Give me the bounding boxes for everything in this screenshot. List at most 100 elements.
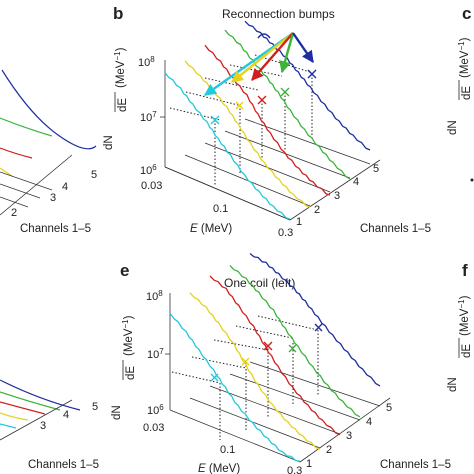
series-line-channel-2 (189, 292, 321, 450)
left-panel-fragment-bottom: 4 3 5 Channels 1–5 (0, 379, 99, 471)
channel-tick-1: 1 (306, 458, 312, 470)
y-axis-label-denominator: dE (117, 98, 129, 112)
fragment-channel-tick: 2 (11, 207, 17, 219)
channel-baseline (249, 361, 381, 407)
y-axis-label: dN (103, 135, 115, 150)
y-axis-label: dN (447, 377, 459, 392)
fragment-curve-ch5 (0, 379, 81, 411)
channel-axis-line (289, 159, 381, 221)
series-line-channel-5 (244, 20, 371, 151)
fragment-channel-line (0, 183, 41, 199)
energy-axis-line (164, 166, 291, 221)
channel-tick-2: 2 (326, 444, 332, 456)
bump-markers-b (210, 69, 317, 125)
bump-marker-ch2 (241, 357, 250, 366)
right-panel-fragment-top: c dN dE (MeV−1) (447, 4, 474, 182)
fragment-curve-ch4 (0, 391, 61, 411)
fragment-curve-ch1 (0, 423, 17, 429)
y-label-dn: dN (103, 135, 115, 150)
arrow-to-ch4 (279, 32, 295, 74)
bump-marker-ch5 (307, 69, 317, 79)
fragment-channel-tick: 3 (40, 420, 46, 432)
channel-baseline (224, 130, 351, 179)
panel-letter-f: f (462, 261, 468, 280)
fragment-channel-tick: 4 (62, 181, 68, 193)
bump-marker-ch4 (288, 344, 297, 353)
channel-tick-5: 5 (386, 402, 392, 414)
right-panel-fragment-bottom: f dN dE (MeV−1) (447, 261, 473, 392)
energy-tick-0-1: 0.1 (213, 203, 228, 215)
y-axis-label-unit: (MeV−1) (457, 37, 471, 78)
y-tick-1e8: 108 (146, 289, 163, 303)
energy-tick-0-03: 0.03 (143, 422, 164, 434)
panel-b: b Reconnection bumps dN dE (MeV−1) 108 1… (103, 4, 431, 239)
energy-tick-0-3: 0.3 (278, 227, 293, 239)
fragment-curve-ch5 (1, 69, 97, 150)
energy-axis-label: E (MeV) (198, 463, 240, 474)
curves-panel-b (164, 20, 371, 220)
fragment-dot (470, 178, 474, 182)
y-axis-label-unit: (MeV−1) (121, 315, 135, 356)
annotation-arrows (204, 32, 314, 96)
channel-baseline (229, 373, 361, 421)
curves-panel-e (169, 252, 381, 462)
bump-marker-ch5 (314, 323, 323, 332)
fragment-curve-ch2 (0, 167, 13, 177)
series-line-channel-3 (204, 44, 331, 196)
y-axis-label-denominator: dE (461, 86, 473, 100)
channel-axis-line (299, 397, 391, 463)
series-line-channel-4 (229, 265, 361, 418)
bump-marker-ch4 (280, 87, 290, 97)
series-line-channel-2 (184, 60, 311, 208)
annotation-reconnection-bumps: Reconnection bumps (222, 7, 335, 21)
bump-marker-ch2 (235, 101, 244, 110)
series-line-channel-3 (209, 275, 341, 436)
y-tick-1e6: 106 (147, 403, 164, 417)
y-tick-1e6: 106 (140, 163, 157, 177)
channel-baseline (169, 409, 301, 463)
channel-tick-4: 4 (353, 176, 359, 188)
panel-letter-e: e (120, 261, 129, 280)
fragment-channel-axis (0, 154, 73, 216)
y-axis-label-unit: (MeV−1) (113, 47, 127, 88)
fragment-channel-tick: 5 (92, 401, 98, 413)
annotation-one-coil-left: One coil (left) (224, 276, 295, 290)
channel-tick-2: 2 (314, 204, 320, 216)
channel-baseline (209, 385, 341, 435)
bracket-mark (257, 33, 271, 39)
bump-marker-ch3 (263, 341, 273, 351)
dotted-guides (171, 315, 319, 440)
arrow-to-ch5 (292, 32, 314, 63)
y-axis-label-denominator: dE (125, 366, 137, 380)
channel-axis-label: Channels 1–5 (360, 223, 431, 235)
bump-marker-ch1 (210, 115, 220, 125)
channel-axis-label: Channels 1–5 (380, 459, 451, 471)
y-axis-label-unit: (MeV−1) (457, 295, 471, 336)
y-tick-1e8: 108 (138, 55, 155, 69)
channel-tick-1: 1 (296, 216, 302, 228)
y-tick-1e7: 107 (147, 347, 164, 361)
bump-markers-e (210, 323, 323, 382)
fragment-channel-tick: 4 (63, 409, 69, 421)
panel-letter-c: c (462, 4, 471, 23)
fragment-curve-ch4 (0, 117, 53, 137)
fragment-channel-axis (0, 399, 73, 441)
series-line-channel-1 (164, 72, 291, 220)
fragment-channel-axis-label: Channels 1–5 (20, 223, 91, 235)
channel-tick-3: 3 (334, 190, 340, 202)
bump-marker-ch1 (210, 373, 219, 382)
channel-baseline (189, 397, 321, 449)
fragment-channel-tick: 3 (50, 192, 56, 204)
fragment-channel-axis-label: Channels 1–5 (28, 459, 99, 471)
fragment-curve-ch2 (0, 412, 29, 421)
energy-tick-0-03: 0.03 (141, 180, 162, 192)
fragment-channel-line (0, 171, 53, 191)
left-panel-fragment-top: 4 3 2 5 Channels 1–5 (0, 69, 97, 235)
energy-tick-0-1: 0.1 (220, 444, 235, 456)
y-tick-1e7: 107 (140, 110, 157, 124)
channel-tick-5: 5 (373, 163, 379, 175)
y-axis-label: dN (111, 405, 123, 420)
energy-axis-label: E (MeV) (190, 223, 232, 235)
arrow-to-ch3 (251, 32, 294, 81)
